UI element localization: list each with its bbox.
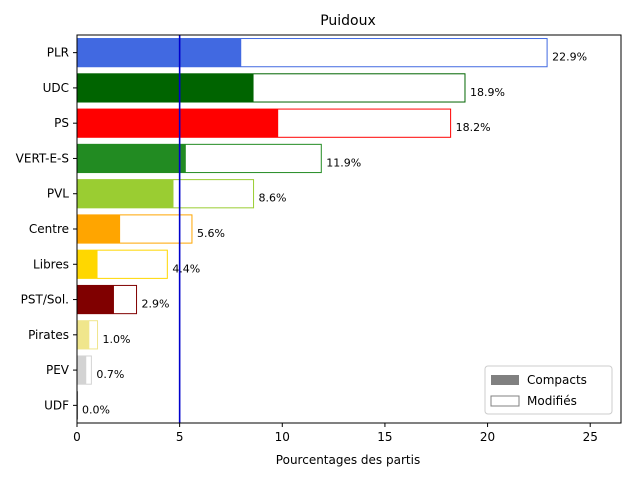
value-label-3: 11.9% <box>326 156 361 169</box>
chart-title: Puidoux <box>320 13 376 29</box>
bar-compacts-1 <box>77 73 254 103</box>
x-tick-label-3: 15 <box>377 430 392 444</box>
y-tick-label-8: Pirates <box>28 328 69 342</box>
x-tick-label-2: 10 <box>275 430 290 444</box>
value-label-5: 5.6% <box>197 227 225 240</box>
y-tick-label-6: Libres <box>33 257 69 271</box>
y-tick-label-10: UDF <box>44 398 69 412</box>
value-label-1: 18.9% <box>470 86 505 99</box>
bar-compacts-10 <box>77 391 79 420</box>
value-label-8: 1.0% <box>103 333 131 346</box>
bar-compacts-7 <box>77 285 114 314</box>
value-label-0: 22.9% <box>552 51 587 64</box>
y-tick-label-3: VERT-E-S <box>16 151 69 165</box>
x-tick-label-4: 20 <box>480 430 495 444</box>
bar-compacts-4 <box>77 179 174 208</box>
value-label-4: 8.6% <box>259 192 287 205</box>
value-label-9: 0.7% <box>96 368 124 381</box>
y-tick-label-7: PST/Sol. <box>21 293 69 307</box>
x-axis: 0 5 10 15 20 25 <box>73 423 598 444</box>
y-tick-label-2: PS <box>54 116 69 130</box>
legend-label-0: Compacts <box>527 373 587 387</box>
y-axis: PLR UDC PS VERT-E-S PVL Centre Libres PST/Sol. P… <box>16 46 77 412</box>
value-label-7: 2.9% <box>142 298 170 311</box>
bar-compacts-6 <box>77 250 98 279</box>
bar-compacts-3 <box>77 144 186 173</box>
value-label-2: 18.2% <box>456 121 491 134</box>
x-tick-label-0: 0 <box>73 430 81 444</box>
bar-compacts-0 <box>77 38 242 67</box>
y-tick-label-1: UDC <box>43 81 69 95</box>
y-tick-label-9: PEV <box>46 363 70 377</box>
value-label-10: 0.0% <box>82 403 110 416</box>
x-tick-label-5: 25 <box>583 430 598 444</box>
legend-swatch-0 <box>491 375 519 385</box>
legend-swatch-1 <box>490 395 520 407</box>
x-tick-label-1: 5 <box>176 430 184 444</box>
legend-label-1: Modifiés <box>527 394 577 408</box>
x-axis-label: Pourcentages des partis <box>276 453 420 467</box>
bar-compacts-8 <box>77 320 90 349</box>
bar-compacts-9 <box>77 355 87 385</box>
y-tick-label-0: PLR <box>47 46 69 60</box>
plot-area: 22.9% 18.9% 18.2% 11.9% 8.6% 5.6% 4.4% 2.9% 1.0%… <box>76 34 622 424</box>
value-label-6: 4.4% <box>172 262 200 275</box>
y-tick-label-4: PVL <box>47 187 69 201</box>
bar-compacts-2 <box>77 109 279 138</box>
legend: Compacts Modifiés <box>484 365 613 415</box>
y-tick-label-5: Centre <box>29 222 69 236</box>
bar-compacts-5 <box>77 214 121 244</box>
